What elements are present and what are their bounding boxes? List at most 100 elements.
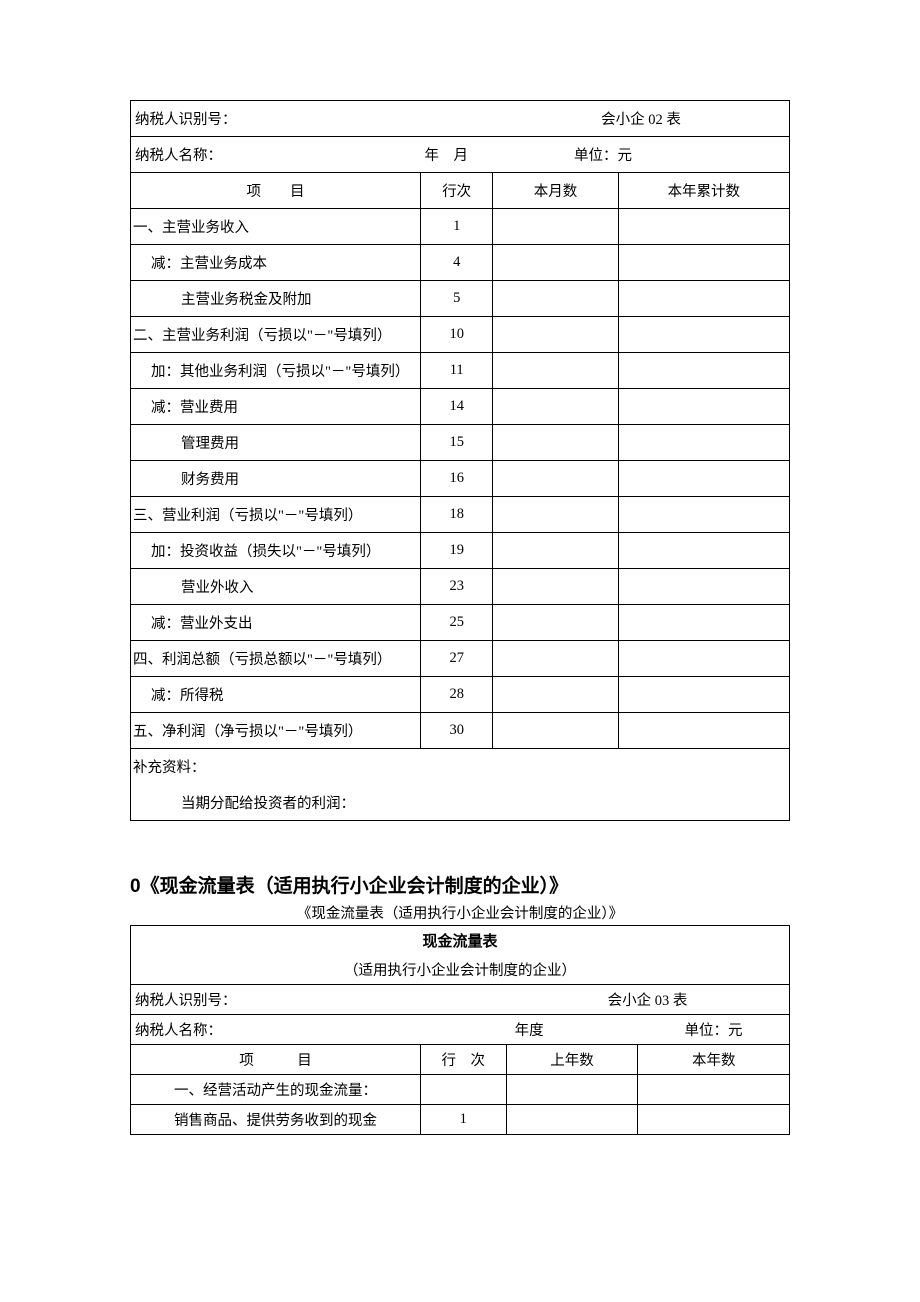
month-value-cell — [493, 317, 618, 353]
month-value-cell — [493, 533, 618, 569]
yearacc-value-cell — [618, 605, 789, 641]
item-name-cell: 减：营业外支出 — [131, 605, 421, 641]
form-subtitle: （适用执行小企业会计制度的企业） — [131, 955, 790, 985]
yearacc-value-cell — [618, 389, 789, 425]
item-name-cell: 减：所得税 — [131, 677, 421, 713]
row-num-cell: 16 — [420, 461, 492, 497]
item-name-cell: 加：投资收益（损失以"－"号填列） — [131, 533, 421, 569]
row-num-cell: 27 — [420, 641, 492, 677]
month-value-cell — [493, 353, 618, 389]
table-row: 主营业务税金及附加5 — [131, 281, 790, 317]
row-num-cell: 25 — [420, 605, 492, 641]
row-num-cell: 30 — [420, 713, 492, 749]
row-num-cell: 1 — [420, 209, 492, 245]
cf-lastyear-cell — [506, 1075, 638, 1105]
table-row: 减：营业费用14 — [131, 389, 790, 425]
item-name-cell: 减：主营业务成本 — [131, 245, 421, 281]
cf-row-num-cell: 1 — [420, 1105, 506, 1135]
month-value-cell — [493, 245, 618, 281]
row-num-cell: 14 — [420, 389, 492, 425]
cf-col-thisyear-header: 本年数 — [638, 1045, 790, 1075]
table-row: 一、主营业务收入1 — [131, 209, 790, 245]
table-row: 加：其他业务利润（亏损以"－"号填列）11 — [131, 353, 790, 389]
cf-item-name-cell: 一、经营活动产生的现金流量： — [131, 1075, 421, 1105]
cf-row-num-cell — [420, 1075, 506, 1105]
table-row: 五、净利润（净亏损以"－"号填列）30 — [131, 713, 790, 749]
row-num-cell: 28 — [420, 677, 492, 713]
month-value-cell — [493, 281, 618, 317]
supplement-row-1: 补充资料： — [131, 749, 790, 785]
yearacc-value-cell — [618, 425, 789, 461]
cf-thisyear-cell — [638, 1075, 790, 1105]
cf-lastyear-cell — [506, 1105, 638, 1135]
month-value-cell — [493, 713, 618, 749]
month-value-cell — [493, 677, 618, 713]
yearacc-value-cell — [618, 245, 789, 281]
taxpayer-id-label: 纳税人识别号： — [131, 101, 493, 137]
table-row: 管理费用15 — [131, 425, 790, 461]
month-value-cell — [493, 209, 618, 245]
month-value-cell — [493, 569, 618, 605]
item-name-cell: 三、营业利润（亏损以"－"号填列） — [131, 497, 421, 533]
year-month-label: 年 月 — [420, 137, 492, 173]
item-name-cell: 四、利润总额（亏损总额以"－"号填列） — [131, 641, 421, 677]
table-row: 加：投资收益（损失以"－"号填列）19 — [131, 533, 790, 569]
table-row: 减：主营业务成本4 — [131, 245, 790, 281]
table-row: 二、主营业务利润（亏损以"－"号填列）10 — [131, 317, 790, 353]
yearacc-value-cell — [618, 569, 789, 605]
yearacc-value-cell — [618, 461, 789, 497]
form-title: 现金流量表 — [131, 926, 790, 956]
cf-taxpayer-name-row: 纳税人名称： 年度 单位：元 — [131, 1015, 790, 1045]
item-name-cell: 一、主营业务收入 — [131, 209, 421, 245]
col-rownum-header: 行次 — [420, 173, 492, 209]
cf-col-lastyear-header: 上年数 — [506, 1045, 638, 1075]
table-row: 减：营业外支出25 — [131, 605, 790, 641]
row-num-cell: 11 — [420, 353, 492, 389]
cf-unit-label: 单位：元 — [638, 1015, 790, 1045]
supplement-row-2: 当期分配给投资者的利润： — [131, 785, 790, 821]
month-value-cell — [493, 497, 618, 533]
month-value-cell — [493, 641, 618, 677]
unit-label: 单位：元 — [493, 137, 790, 173]
item-name-cell: 营业外收入 — [131, 569, 421, 605]
cf-taxpayer-name-label: 纳税人名称： — [131, 1015, 421, 1045]
row-num-cell: 4 — [420, 245, 492, 281]
table-row: 销售商品、提供劳务收到的现金1 — [131, 1105, 790, 1135]
item-name-cell: 加：其他业务利润（亏损以"－"号填列） — [131, 353, 421, 389]
yearacc-value-cell — [618, 677, 789, 713]
row-num-cell: 19 — [420, 533, 492, 569]
yearacc-value-cell — [618, 317, 789, 353]
table-row: 营业外收入23 — [131, 569, 790, 605]
table-row: 财务费用16 — [131, 461, 790, 497]
taxpayer-name-row: 纳税人名称： 年 月 单位：元 — [131, 137, 790, 173]
yearacc-value-cell — [618, 713, 789, 749]
yearacc-value-cell — [618, 497, 789, 533]
table-row: 减：所得税28 — [131, 677, 790, 713]
item-name-cell: 二、主营业务利润（亏损以"－"号填列） — [131, 317, 421, 353]
yearacc-value-cell — [618, 641, 789, 677]
cf-column-headers-row: 项 目 行 次 上年数 本年数 — [131, 1045, 790, 1075]
month-value-cell — [493, 425, 618, 461]
cf-col-item-header: 项 目 — [131, 1045, 421, 1075]
row-num-cell: 5 — [420, 281, 492, 317]
yearacc-value-cell — [618, 281, 789, 317]
month-value-cell — [493, 461, 618, 497]
month-value-cell — [493, 605, 618, 641]
col-month-header: 本月数 — [493, 173, 618, 209]
col-item-header: 项 目 — [131, 173, 421, 209]
cf-col-rownum-header: 行 次 — [420, 1045, 506, 1075]
cf-year-label: 年度 — [420, 1015, 637, 1045]
item-name-cell: 减：营业费用 — [131, 389, 421, 425]
cash-flow-table: 现金流量表 （适用执行小企业会计制度的企业） 纳税人识别号： 会小企 03 表 … — [130, 925, 790, 1135]
taxpayer-name-label: 纳税人名称： — [131, 137, 421, 173]
section-heading: 0《现金流量表（适用执行小企业会计制度的企业）》 — [130, 871, 790, 898]
col-yearacc-header: 本年累计数 — [618, 173, 789, 209]
column-headers-row: 项 目 行次 本月数 本年累计数 — [131, 173, 790, 209]
row-num-cell: 15 — [420, 425, 492, 461]
yearacc-value-cell — [618, 353, 789, 389]
supplement-item: 当期分配给投资者的利润： — [131, 785, 790, 821]
row-num-cell: 23 — [420, 569, 492, 605]
cf-taxpayer-id-label: 纳税人识别号： — [131, 985, 507, 1015]
row-num-cell: 10 — [420, 317, 492, 353]
cf-item-name-cell: 销售商品、提供劳务收到的现金 — [131, 1105, 421, 1135]
